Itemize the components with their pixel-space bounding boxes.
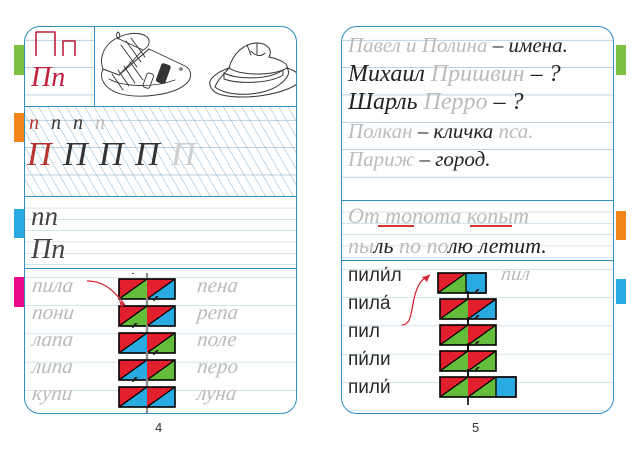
- svg-text:П: П: [170, 136, 198, 173]
- svg-text:П: П: [27, 136, 54, 173]
- svg-text:П: П: [62, 136, 90, 173]
- svg-text:П: П: [134, 136, 162, 173]
- svg-text:Пn: Пn: [31, 234, 65, 265]
- svg-text:пп: пп: [31, 201, 58, 231]
- svg-text:Пn: Пn: [31, 62, 65, 93]
- svg-text:n: n: [51, 112, 61, 134]
- svg-text:n: n: [95, 112, 105, 134]
- svg-text:n: n: [29, 112, 39, 134]
- svg-text:n: n: [73, 112, 83, 134]
- svg-text:П: П: [98, 136, 126, 173]
